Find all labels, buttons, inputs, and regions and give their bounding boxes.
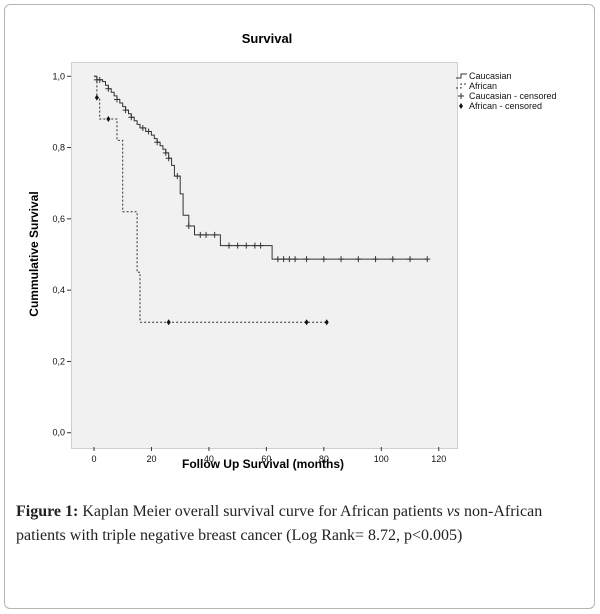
series-line-caucasian [94, 75, 428, 260]
y-axis-label: Cummulative Survival [27, 191, 41, 316]
legend-swatch-african [456, 83, 467, 89]
x-tick-label: 20 [146, 454, 156, 464]
y-tick-label: 0,6 [52, 214, 65, 224]
x-tick-label: 60 [261, 454, 271, 464]
chart-container: Survival Follow Up Survival (months) Cum… [16, 16, 580, 479]
y-tick-label: 0,0 [52, 428, 65, 438]
caption-italic-vs: vs [446, 503, 460, 520]
y-tick-label: 1,0 [52, 71, 65, 81]
censor-mark-african [94, 94, 99, 101]
y-tick-label: 0,4 [52, 285, 65, 295]
caption-label: Figure 1: [16, 503, 79, 520]
censor-mark-african [166, 319, 171, 326]
censor-mark-african [324, 319, 329, 326]
axes: 0 20 40 60 80 100 120 0,0 0,2 0,4 0,6 0,8 1,0 [52, 71, 446, 464]
x-tick-label: 100 [374, 454, 389, 464]
plot-area [71, 62, 458, 449]
x-tick-label: 0 [91, 454, 96, 464]
figure-caption: Figure 1: Kaplan Meier overall survival … [16, 500, 586, 548]
series-layer [93, 75, 431, 326]
x-axis-label: Follow Up Survival (months) [182, 457, 344, 471]
legend-label: Caucasian [469, 71, 512, 81]
legend-swatch-caucasian [456, 73, 467, 79]
y-tick-label: 0,8 [52, 143, 65, 153]
y-tick-label: 0,2 [52, 356, 65, 366]
censor-mark-african [106, 116, 111, 123]
censor-mark-african [304, 319, 309, 326]
caption-text-2: non-African patients with triple negativ… [16, 503, 543, 544]
legend-swatch-african-censored [459, 103, 463, 109]
legend-label: African [469, 81, 497, 91]
caption-text-1: Kaplan Meier overall survival curve for … [78, 503, 447, 520]
chart-title: Survival [242, 31, 293, 46]
x-tick-label: 40 [204, 454, 214, 464]
survival-chart: Survival Follow Up Survival (months) Cum… [27, 31, 557, 471]
legend-label: Caucasian - censored [469, 91, 557, 101]
legend-label: African - censored [469, 101, 542, 111]
x-tick-label: 80 [319, 454, 329, 464]
x-tick-label: 120 [431, 454, 446, 464]
